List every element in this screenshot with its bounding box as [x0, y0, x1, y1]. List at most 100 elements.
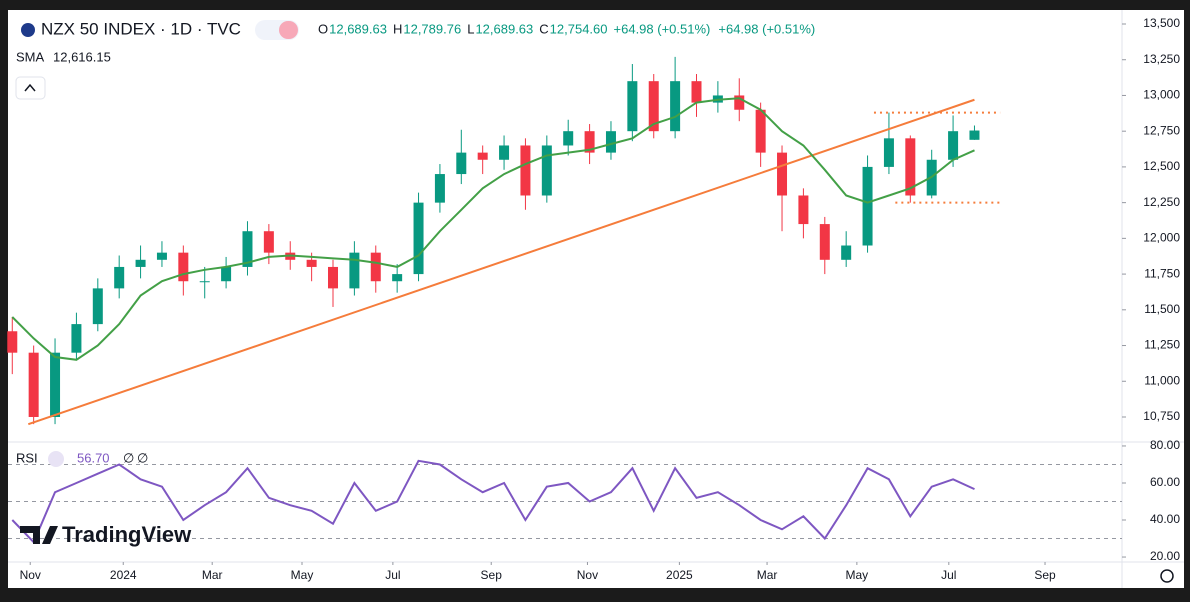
- rsi-name: RSI: [16, 450, 38, 465]
- candle-body: [862, 166, 873, 246]
- candle-body: [263, 231, 274, 253]
- candle-body: [883, 138, 894, 167]
- candle-body: [114, 266, 125, 289]
- logo-mark: [20, 526, 58, 544]
- candle-body: [520, 145, 531, 196]
- candle-body: [92, 288, 103, 325]
- ohlc-value: 12,789.76: [403, 21, 461, 36]
- candle-body: [434, 174, 445, 203]
- panel: [8, 10, 1184, 588]
- rsi-value: 56.70: [77, 450, 110, 465]
- candle-body: [819, 224, 830, 260]
- y-tick-label: 11,000: [1144, 373, 1180, 387]
- candle-body: [755, 109, 766, 153]
- settings-icon[interactable]: [1160, 569, 1174, 583]
- change: +64.98 (+0.51%): [614, 21, 711, 36]
- candle-body: [798, 195, 809, 225]
- candle-body: [541, 145, 552, 196]
- x-tick-label: Nov: [20, 568, 41, 582]
- flag: [21, 23, 35, 37]
- x-tick-label: Jul: [385, 568, 400, 582]
- candle-body: [499, 145, 510, 160]
- y-tick-label: 11,500: [1144, 302, 1180, 316]
- candle-body: [50, 352, 61, 417]
- ohlc-key: C: [539, 21, 548, 36]
- x-tick-label: Mar: [757, 568, 778, 582]
- rsi-icon[interactable]: [48, 451, 64, 467]
- y-tick-label: 60.00: [1150, 475, 1180, 489]
- trendline: [27, 98, 975, 426]
- candle-body: [841, 245, 852, 260]
- candle-body: [648, 81, 659, 132]
- candle-body: [563, 131, 574, 146]
- candle-body: [349, 252, 360, 289]
- rsi-param: ∅: [123, 450, 134, 465]
- candle-body: [71, 324, 82, 353]
- candle-body: [242, 231, 253, 267]
- ohlc-value: 12,689.63: [475, 21, 533, 36]
- series-line: [11, 459, 975, 544]
- y-tick-label: 12,500: [1143, 159, 1180, 173]
- collapse-button[interactable]: [15, 76, 46, 100]
- candle-body: [135, 259, 146, 267]
- plot: 10,750 11,000 11,250 11,500 11,750 12,000 12,2…: [7, 16, 1180, 582]
- y-tick-label: 11,750: [1144, 266, 1180, 280]
- x-tick-label: Nov: [577, 568, 598, 582]
- candle-body: [691, 81, 702, 103]
- x-tick-label: Mar: [202, 568, 223, 582]
- watermark: TradingView: [62, 522, 192, 547]
- series-line: [11, 97, 975, 361]
- y-tick-label: 12,000: [1143, 231, 1180, 245]
- x-tick-label: Jul: [941, 568, 956, 582]
- x-tick-label: 2024: [110, 568, 137, 582]
- rsi-param: ∅: [137, 450, 148, 465]
- x-tick-label: Sep: [481, 568, 503, 582]
- x-tick-label: May: [291, 568, 314, 582]
- candle-body: [605, 131, 616, 153]
- ohlc-key: H: [393, 21, 402, 36]
- candle-body: [584, 131, 595, 153]
- candle-body: [392, 274, 403, 282]
- ohlc-key: O: [318, 21, 328, 36]
- x-tick-label: Sep: [1034, 568, 1056, 582]
- toggle-knob[interactable]: [279, 21, 298, 39]
- candle-body: [370, 252, 381, 282]
- y-tick-label: 80.00: [1150, 438, 1180, 452]
- ohlc-value: 12,689.63: [329, 21, 387, 36]
- candle-body: [627, 81, 638, 132]
- sma-name: SMA: [16, 49, 45, 64]
- x-tick-label: 2025: [666, 568, 693, 582]
- candle-body: [670, 81, 681, 132]
- y-tick-label: 40.00: [1150, 512, 1180, 526]
- symbol-title: NZX 50 INDEX · 1D · TVC: [41, 19, 241, 38]
- y-tick-label: 10,750: [1143, 409, 1180, 423]
- candle-body: [734, 95, 745, 110]
- y-tick-label: 13,500: [1143, 16, 1180, 30]
- candle-body: [306, 259, 317, 267]
- candle-body: [178, 252, 189, 282]
- change: +64.98 (+0.51%): [718, 21, 815, 36]
- y-tick-label: 11,250: [1144, 338, 1180, 352]
- candle-body: [477, 152, 488, 160]
- candle-body: [905, 138, 916, 196]
- y-tick-label: 13,250: [1143, 52, 1180, 66]
- candle-body: [156, 252, 167, 260]
- y-tick-label: 12,750: [1143, 123, 1180, 137]
- ohlc-legend: O 12,689.63 H 12,789.76 L 12,689.63 C 12,754.60…: [318, 21, 815, 36]
- y-tick-label: 20.00: [1150, 549, 1180, 563]
- collapse-icon[interactable]: [24, 83, 36, 92]
- y-tick-label: 12,250: [1143, 195, 1180, 209]
- candle-body: [7, 331, 18, 353]
- candle-body: [199, 281, 210, 283]
- y-tick-label: 13,000: [1143, 88, 1180, 102]
- candle-body: [456, 152, 467, 175]
- candle-body: [948, 131, 959, 160]
- ohlc-value: 12,754.60: [550, 21, 608, 36]
- candle-body: [328, 266, 339, 289]
- candle-body: [969, 130, 980, 140]
- ohlc-key: L: [467, 21, 474, 36]
- x-tick-label: May: [846, 568, 869, 582]
- candle-body: [221, 266, 232, 282]
